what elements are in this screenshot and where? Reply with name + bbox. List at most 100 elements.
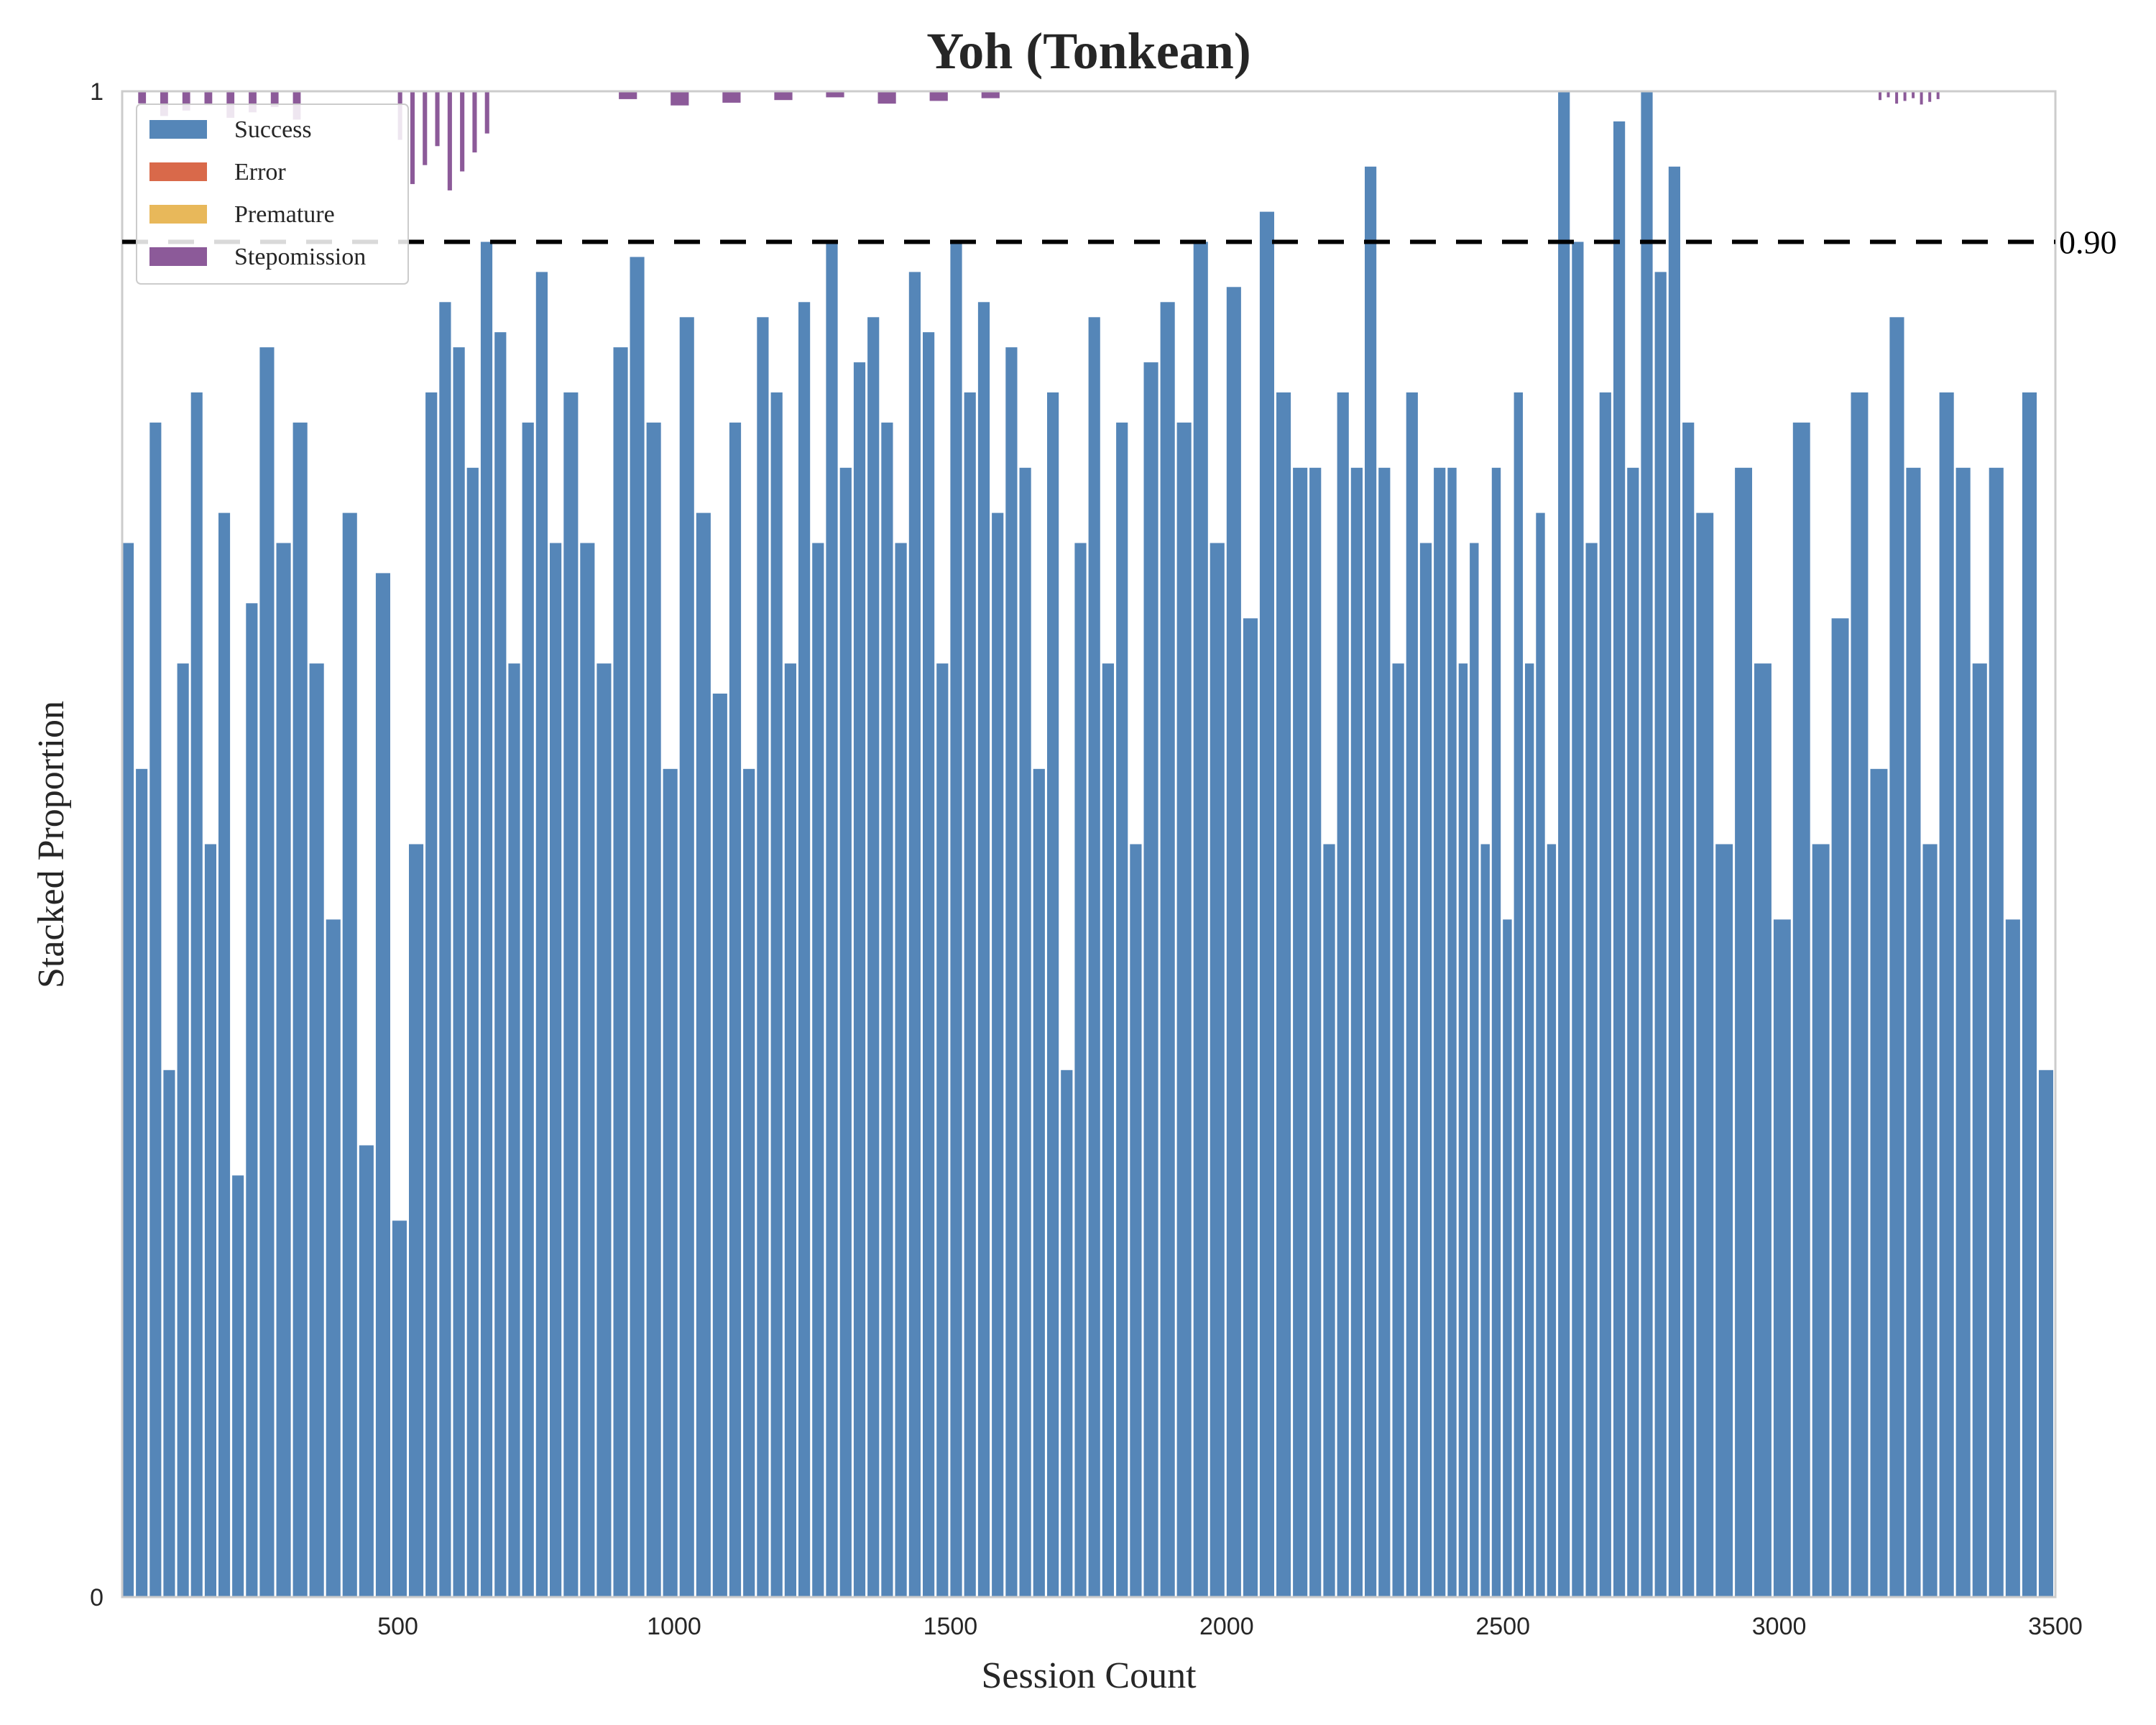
bar-stepomission-3-6 — [1928, 91, 1932, 102]
bar-success-9-9 — [1547, 844, 1557, 1597]
bar-success-10-8 — [1668, 166, 1680, 1598]
legend-label-premature: Premature — [234, 201, 335, 228]
x-tick-label-3000: 3000 — [1752, 1613, 1807, 1640]
chart-title: Yoh (Tonkean) — [926, 22, 1251, 80]
bar-success-5-0 — [867, 317, 880, 1598]
bar-success-10-9 — [1682, 422, 1695, 1597]
bar-success-9-0 — [1447, 467, 1457, 1598]
bar-success-1-0 — [259, 347, 275, 1598]
bar-success-10-3 — [1599, 392, 1611, 1597]
bar-success-2-6 — [508, 663, 520, 1597]
bar-success-6-8 — [1116, 422, 1128, 1597]
bar-success-4-2 — [757, 317, 769, 1598]
bar-success-5-1 — [881, 422, 893, 1597]
bar-success-8-5 — [1378, 467, 1391, 1598]
bar-success-2-8 — [535, 272, 548, 1597]
legend: Success Error Premature Stepomission — [136, 104, 409, 285]
bar-success-12-3 — [1939, 392, 1954, 1597]
bar-success-2-9 — [550, 543, 562, 1597]
bar-success-7-0 — [1143, 362, 1158, 1598]
x-tick-label-2500: 2500 — [1475, 1613, 1530, 1640]
bar-stepomission-2-4 — [826, 91, 844, 98]
bar-success-3-9 — [712, 694, 727, 1597]
bar-success-10-1 — [1572, 242, 1584, 1597]
bar-success-7-8 — [1276, 392, 1291, 1597]
bar-stepomission-2-7 — [981, 91, 1000, 98]
bar-success-9-6 — [1514, 392, 1523, 1597]
bar-success-11-9 — [1870, 768, 1888, 1598]
bar-success-11-4 — [1773, 919, 1791, 1598]
bar-success-11-6 — [1812, 844, 1830, 1597]
y-axis-ticks: 01 — [90, 78, 103, 1611]
bar-success-9-8 — [1536, 512, 1545, 1597]
bar-success-1-8 — [392, 1220, 407, 1598]
bar-stepomission-0-0 — [138, 91, 147, 104]
bar-success-0-4 — [177, 663, 189, 1597]
legend-label-error: Error — [234, 159, 286, 185]
bar-stepomission-1-3 — [435, 91, 440, 147]
bar-success-6-9 — [1130, 844, 1142, 1597]
bar-success-0-0 — [122, 543, 134, 1597]
x-tick-label-1500: 1500 — [923, 1613, 978, 1640]
bar-success-2-1 — [439, 302, 451, 1597]
bar-success-3-3 — [613, 347, 628, 1598]
bar-success-4-4 — [784, 663, 796, 1597]
bar-stepomission-1-7 — [484, 91, 489, 134]
bar-success-9-5 — [1503, 919, 1512, 1598]
bar-success-3-2 — [596, 663, 612, 1597]
bar-success-0-7 — [218, 512, 231, 1597]
bar-success-11-1 — [1715, 844, 1733, 1597]
bar-success-11-7 — [1831, 618, 1849, 1598]
bar-success-1-9 — [409, 844, 424, 1597]
bar-success-10-5 — [1627, 467, 1639, 1598]
legend-label-stepomission: Stepomission — [234, 244, 366, 270]
legend-swatch-success — [149, 120, 207, 139]
bar-success-8-0 — [1309, 467, 1322, 1598]
legend-box — [136, 104, 409, 285]
bar-success-9-7 — [1525, 663, 1534, 1597]
bar-success-9-3 — [1480, 844, 1490, 1597]
bar-success-0-2 — [149, 422, 162, 1597]
plot-frame — [121, 90, 2057, 1598]
bar-success-11-3 — [1754, 663, 1772, 1597]
bar-success-2-3 — [466, 467, 479, 1598]
bar-success-6-5 — [1074, 543, 1087, 1597]
bar-stepomission-3-5 — [1920, 91, 1923, 105]
bar-success-8-3 — [1350, 467, 1363, 1598]
bar-success-1-7 — [375, 573, 390, 1597]
bar-success-12-6 — [1989, 467, 2004, 1598]
bar-success-1-6 — [359, 1145, 374, 1597]
bar-success-8-7 — [1406, 392, 1418, 1597]
bar-success-6-0 — [1005, 347, 1018, 1598]
bar-success-12-7 — [2005, 919, 2020, 1598]
bar-stepomission-2-5 — [877, 91, 896, 104]
bar-success-9-1 — [1458, 663, 1468, 1597]
legend-swatch-premature — [149, 205, 207, 224]
bar-stepomission-1-2 — [423, 91, 428, 165]
bar-stepomission-3-0 — [1879, 91, 1881, 101]
bar-success-6-3 — [1047, 392, 1059, 1597]
bar-success-8-8 — [1419, 543, 1432, 1597]
bar-success-10-7 — [1654, 272, 1667, 1597]
bar-success-0-1 — [136, 768, 148, 1598]
bar-success-4-0 — [729, 422, 742, 1597]
bar-success-3-5 — [646, 422, 661, 1597]
reference-line-label: 0.90 — [2059, 224, 2117, 261]
bar-success-0-9 — [246, 603, 258, 1597]
bar-success-3-6 — [663, 768, 678, 1598]
bar-success-7-7 — [1259, 211, 1274, 1598]
bar-success-4-1 — [743, 768, 755, 1598]
bar-success-2-7 — [522, 422, 534, 1597]
bar-success-2-2 — [453, 347, 465, 1598]
bar-success-12-2 — [1922, 844, 1938, 1597]
bar-stepomission-0-5 — [249, 91, 257, 113]
bar-success-2-4 — [480, 242, 493, 1597]
bar-success-7-2 — [1176, 422, 1192, 1597]
bar-success-5-9 — [992, 512, 1004, 1597]
bar-success-12-0 — [1889, 317, 1904, 1598]
bar-success-12-1 — [1906, 467, 1921, 1598]
bar-stepomission-3-3 — [1903, 91, 1907, 101]
bar-success-10-0 — [1558, 91, 1570, 1597]
bar-success-5-7 — [964, 392, 976, 1597]
